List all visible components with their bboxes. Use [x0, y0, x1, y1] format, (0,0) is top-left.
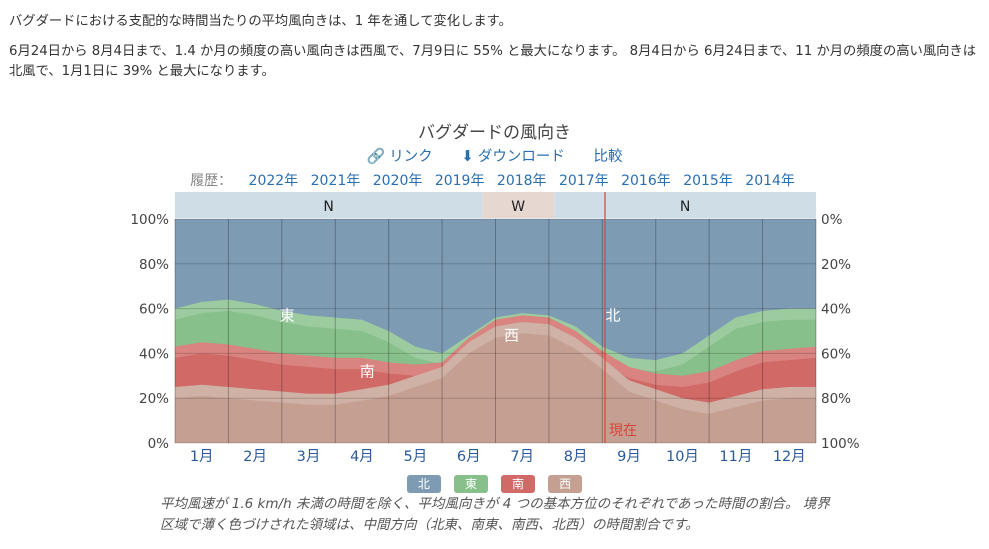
history-year-2020[interactable]: 2020年	[372, 173, 423, 189]
chart-toolbar: 🔗 リンク ⬇ ダウンロード 比較	[0, 145, 989, 166]
dominant-label-2: N	[680, 199, 690, 215]
xtick-3: 4月	[350, 449, 374, 465]
wind-direction-chart: N W N 0% 20% 40% 60% 80% 100% 100% 80% 60% 40% 20% 0% 1…	[130, 192, 860, 465]
link-label: リンク	[389, 149, 433, 165]
ytick-left-4: 80%	[139, 257, 169, 273]
ytick-right-4: 20%	[821, 257, 851, 273]
history-year-2017[interactable]: 2017年	[559, 173, 609, 189]
ytick-left-2: 40%	[139, 346, 169, 362]
dominant-label-0: N	[323, 199, 333, 215]
xtick-6: 7月	[510, 449, 534, 465]
xtick-7: 8月	[564, 449, 588, 465]
chart-caption: 平均風速が 1.6 km/h 未満の時間を除く、平均風向きが 4 つの基本方位の…	[160, 496, 830, 533]
compare-button[interactable]: 比較	[593, 149, 623, 165]
area-西	[175, 322, 816, 443]
dominant-segment-1	[482, 192, 555, 218]
band-東	[175, 299, 816, 372]
xtick-11: 12月	[773, 449, 806, 465]
download-button[interactable]: ⬇ ダウンロード	[461, 147, 565, 165]
xtick-4: 5月	[404, 449, 428, 465]
history-bar: 履歴： 2022年 2021年 2020年 2019年 2018年 2017年 …	[0, 170, 989, 190]
ytick-right-0: 100%	[821, 436, 860, 452]
band-label-3: 北	[606, 306, 621, 324]
band-西	[175, 322, 816, 414]
ytick-right-2: 60%	[821, 346, 851, 362]
xtick-5: 6月	[457, 449, 481, 465]
ytick-left-5: 100%	[130, 212, 169, 228]
history-year-2015[interactable]: 2015年	[683, 173, 733, 189]
ytick-left-1: 20%	[139, 391, 169, 407]
link-icon: 🔗	[366, 147, 386, 165]
ytick-right-5: 0%	[821, 212, 843, 228]
legend-south: 南	[501, 475, 536, 493]
history-year-2021[interactable]: 2021年	[310, 173, 361, 189]
history-label: 履歴：	[190, 173, 233, 189]
chart-title: バグダードの風向き	[418, 123, 571, 143]
band-label-0: 東	[280, 306, 295, 324]
legend-west: 西	[548, 475, 583, 493]
legend-north: 北	[406, 475, 441, 493]
ytick-right-3: 40%	[821, 302, 851, 318]
history-year-2022[interactable]: 2022年	[248, 173, 299, 189]
intro-line-2: 6月24日から 8月4日まで、1.4 か月の頻度の高い風向きは西風で、7月9日に…	[9, 44, 977, 79]
intro-text: バグダードにおける支配的な時間当たりの平均風向きは、1 年を通して変化します。 …	[9, 12, 979, 90]
history-year-2014[interactable]: 2014年	[745, 173, 795, 189]
dominant-label-1: W	[511, 199, 525, 215]
history-year-2019[interactable]: 2019年	[434, 173, 485, 189]
history-year-2016[interactable]: 2016年	[621, 173, 671, 189]
xtick-8: 9月	[617, 449, 641, 465]
history-year-2018[interactable]: 2018年	[496, 173, 547, 189]
ytick-left-0: 0%	[148, 436, 170, 452]
download-label: ダウンロード	[477, 149, 565, 165]
ytick-right-1: 80%	[821, 391, 851, 407]
now-marker-label: 現在	[609, 423, 637, 439]
dominant-segment-2	[554, 192, 816, 218]
download-icon: ⬇	[461, 147, 474, 165]
band-label-2: 西	[504, 326, 519, 344]
xtick-9: 10月	[666, 449, 699, 465]
xtick-2: 3月	[297, 449, 321, 465]
ytick-left-3: 60%	[139, 302, 169, 318]
xtick-1: 2月	[243, 449, 267, 465]
link-button[interactable]: 🔗 リンク	[366, 147, 433, 165]
xtick-0: 1月	[190, 449, 214, 465]
band-label-1: 南	[360, 362, 375, 380]
legend-east: 東	[453, 475, 488, 493]
intro-line-1: バグダードにおける支配的な時間当たりの平均風向きは、1 年を通して変化します。	[9, 14, 512, 29]
legend: 北 東 南 西	[0, 473, 989, 493]
dominant-segment-0	[175, 192, 483, 218]
xtick-10: 11月	[719, 449, 752, 465]
